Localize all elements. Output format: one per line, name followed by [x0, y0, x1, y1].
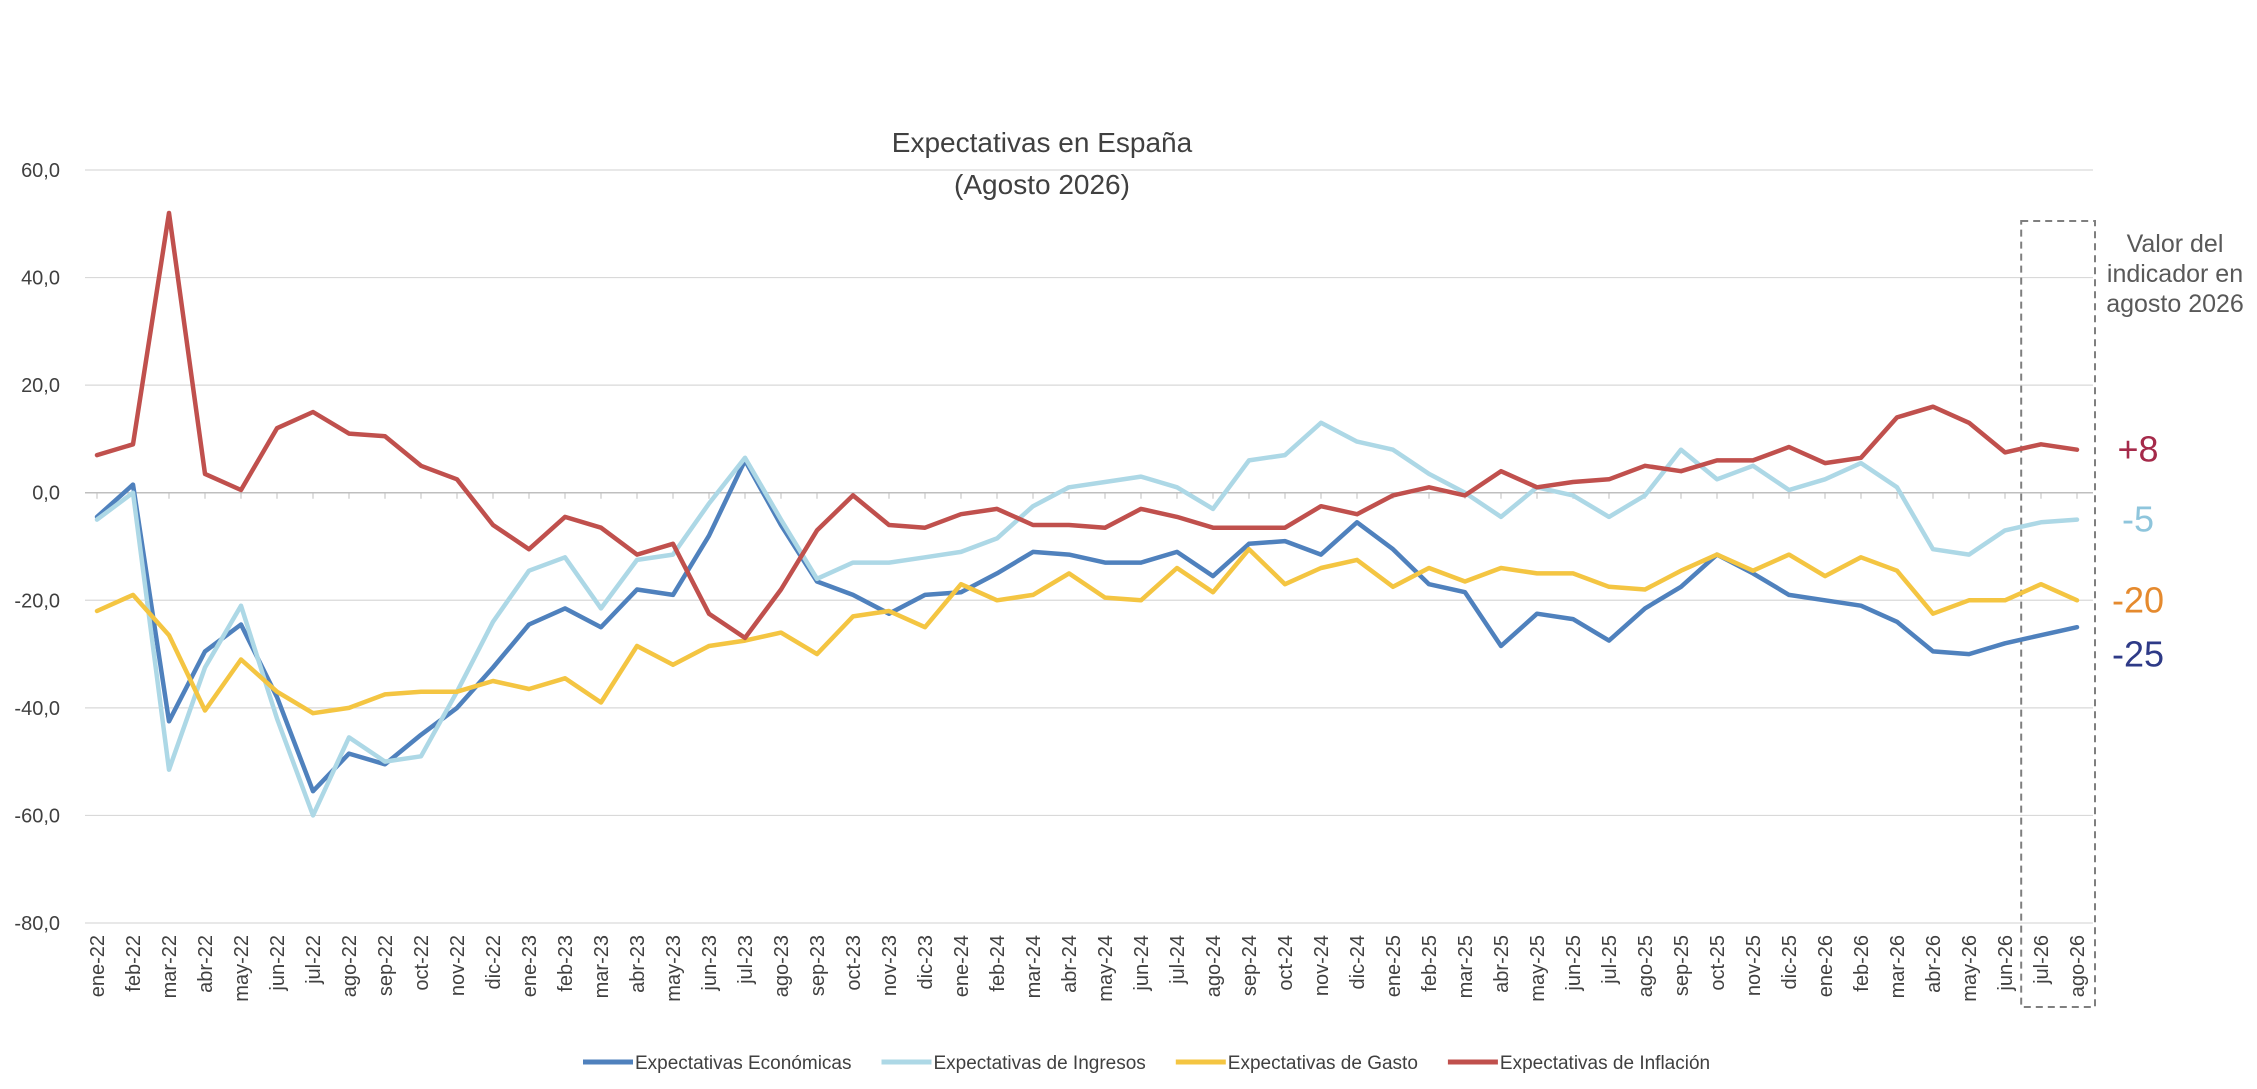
x-tick-label: mar-22: [159, 935, 181, 998]
x-tick-label: sep-24: [1239, 935, 1261, 996]
x-tick-label: abr-24: [1059, 935, 1081, 993]
x-tick-label: ago-25: [1635, 935, 1657, 997]
chart-title: Expectativas en España: [892, 127, 1193, 158]
legend-label-2: Expectativas de Ingresos: [934, 1053, 1146, 1074]
annotation-line: agosto 2026: [2106, 290, 2244, 318]
x-tick-label: feb-25: [1419, 935, 1441, 992]
annotation-line: indicador en: [2107, 260, 2243, 288]
x-tick-label: ene-24: [951, 935, 973, 997]
series-line-2: [94, 420, 2080, 818]
x-tick-label: ago-22: [339, 935, 361, 997]
x-tick-label: abr-22: [195, 935, 217, 993]
x-tick-label: feb-26: [1851, 935, 1873, 992]
x-tick-label: nov-23: [879, 935, 901, 996]
legend-label-4: Expectativas de Inflación: [1500, 1053, 1710, 1074]
x-tick-label: abr-25: [1491, 935, 1513, 993]
final-value-label-1: -25: [2112, 633, 2164, 674]
x-tick-label: jun-23: [699, 935, 721, 992]
y-tick-label: -20,0: [14, 590, 60, 612]
x-tick-label: feb-22: [123, 935, 145, 992]
series-line-3: [94, 546, 2080, 716]
highlight-box-last-months: [2020, 220, 2096, 1008]
x-tick-label: nov-25: [1743, 935, 1765, 996]
y-axis: 60,0 40,0 20,0 0,0 -20,0 -40,0 -60,0 -80,0: [14, 160, 60, 935]
x-tick-label: nov-24: [1311, 935, 1333, 996]
chart-subtitle: (Agosto 2026): [954, 169, 1130, 200]
y-tick-label: -40,0: [14, 698, 60, 720]
x-tick-label: may-25: [1527, 935, 1549, 1002]
final-value-label-3: -20: [2112, 579, 2164, 620]
x-tick-label: may-23: [663, 935, 685, 1002]
x-tick-label: dic-23: [915, 935, 937, 989]
y-tick-label: 40,0: [21, 268, 60, 290]
x-tick-label: ene-22: [87, 935, 109, 997]
x-tick-label: nov-22: [447, 935, 469, 996]
x-tick-label: oct-25: [1707, 935, 1729, 991]
x-tick-label: feb-24: [987, 935, 1009, 992]
x-tick-label: abr-23: [627, 935, 649, 993]
x-tick-label: dic-25: [1779, 935, 1801, 989]
y-tick-label: 0,0: [32, 483, 60, 505]
series-lines: [94, 210, 2080, 818]
series-line-4: [94, 210, 2080, 641]
y-tick-label: 20,0: [21, 375, 60, 397]
x-tick-label: sep-25: [1671, 935, 1693, 996]
y-tick-label: -80,0: [14, 913, 60, 935]
x-tick-label: jun-25: [1563, 935, 1585, 992]
x-tick-label: jun-22: [267, 935, 289, 992]
y-tick-label: 60,0: [21, 160, 60, 182]
legend: Expectativas Económicas Expectativas de I…: [583, 1053, 1710, 1074]
x-tick-label: ago-26: [2067, 935, 2089, 997]
x-tick-label: feb-23: [555, 935, 577, 992]
x-tick-label: jul-23: [735, 935, 757, 985]
x-tick-label: ago-23: [771, 935, 793, 997]
x-tick-label: jun-26: [1995, 935, 2017, 992]
x-tick-label: dic-22: [483, 935, 505, 989]
x-tick-label: mar-23: [591, 935, 613, 998]
x-tick-label: may-22: [231, 935, 253, 1002]
x-tick-label: abr-26: [1923, 935, 1945, 993]
x-tick-label: jul-24: [1167, 935, 1189, 985]
x-tick-label: jul-26: [2031, 935, 2053, 985]
x-tick-label: jul-25: [1599, 935, 1621, 985]
x-tick-label: mar-24: [1023, 935, 1045, 998]
x-tick-label: may-24: [1095, 935, 1117, 1002]
x-tick-label: jul-22: [303, 935, 325, 985]
legend-label-1: Expectativas Económicas: [635, 1053, 852, 1074]
x-tick-label: sep-22: [375, 935, 397, 996]
x-tick-label: mar-25: [1455, 935, 1477, 998]
x-tick-label: ene-26: [1815, 935, 1837, 997]
legend-label-3: Expectativas de Gasto: [1228, 1053, 1418, 1074]
final-value-labels: +8 -5 -20 -25: [2112, 429, 2164, 675]
x-tick-label: oct-23: [843, 935, 865, 991]
x-tick-label: sep-23: [807, 935, 829, 996]
annotation-line: Valor del: [2127, 230, 2224, 258]
x-tick-label: oct-24: [1275, 935, 1297, 991]
x-tick-label: ene-25: [1383, 935, 1405, 997]
x-tick-label: jun-24: [1131, 935, 1153, 992]
x-tick-label: oct-22: [411, 935, 433, 991]
x-tick-label: ago-24: [1203, 935, 1225, 997]
series-line-1: [94, 458, 2080, 794]
final-value-label-4: +8: [2117, 429, 2158, 470]
x-tick-label: mar-26: [1887, 935, 1909, 998]
x-axis: ene-22 feb-22 mar-22 abr-22 may-22 jun-22 jul-…: [87, 492, 2089, 1002]
x-tick-label: may-26: [1959, 935, 1981, 1002]
gridlines: [85, 169, 2093, 924]
x-tick-label: dic-24: [1347, 935, 1369, 989]
y-tick-label: -60,0: [14, 805, 60, 827]
final-value-label-2: -5: [2122, 499, 2154, 540]
x-tick-label: ene-23: [519, 935, 541, 997]
